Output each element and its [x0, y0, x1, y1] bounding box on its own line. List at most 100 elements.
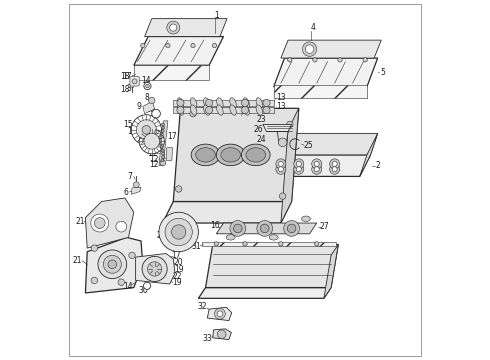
Circle shape — [218, 330, 226, 338]
Circle shape — [160, 146, 163, 149]
Text: 19: 19 — [174, 265, 183, 274]
Circle shape — [91, 245, 98, 251]
Polygon shape — [324, 244, 338, 298]
Polygon shape — [207, 307, 232, 320]
Bar — [202, 242, 337, 246]
Circle shape — [162, 123, 165, 126]
Circle shape — [296, 167, 301, 172]
Polygon shape — [145, 19, 227, 37]
Text: 26: 26 — [254, 125, 264, 134]
Ellipse shape — [226, 235, 235, 240]
Circle shape — [243, 242, 247, 246]
Text: 1: 1 — [243, 105, 247, 114]
Circle shape — [284, 221, 299, 236]
Circle shape — [170, 24, 177, 31]
Circle shape — [217, 311, 223, 317]
Circle shape — [276, 159, 286, 169]
Circle shape — [141, 43, 145, 48]
Polygon shape — [360, 134, 378, 176]
Text: 12: 12 — [149, 160, 159, 169]
Circle shape — [142, 126, 151, 134]
Polygon shape — [277, 132, 288, 144]
Text: 2: 2 — [375, 161, 380, 170]
Ellipse shape — [242, 144, 270, 166]
Polygon shape — [131, 187, 141, 194]
Text: 25: 25 — [303, 141, 313, 150]
Polygon shape — [281, 40, 381, 58]
Ellipse shape — [217, 98, 223, 108]
Circle shape — [287, 121, 293, 128]
Polygon shape — [85, 198, 134, 248]
Circle shape — [313, 58, 317, 62]
Circle shape — [139, 129, 164, 154]
Circle shape — [129, 252, 135, 258]
Circle shape — [338, 58, 342, 62]
Ellipse shape — [269, 235, 278, 240]
Polygon shape — [159, 121, 168, 166]
Text: 15: 15 — [127, 127, 137, 136]
Ellipse shape — [217, 105, 223, 115]
Circle shape — [160, 160, 166, 166]
Polygon shape — [270, 134, 378, 155]
Ellipse shape — [256, 98, 263, 108]
Polygon shape — [85, 237, 143, 293]
Circle shape — [191, 43, 195, 48]
Circle shape — [91, 214, 109, 232]
Circle shape — [260, 224, 269, 233]
Circle shape — [294, 164, 304, 174]
Circle shape — [263, 107, 270, 114]
Ellipse shape — [190, 98, 197, 108]
Ellipse shape — [230, 98, 236, 108]
Circle shape — [91, 277, 98, 284]
Circle shape — [108, 260, 117, 269]
Circle shape — [162, 126, 165, 129]
Polygon shape — [173, 108, 299, 202]
Circle shape — [314, 167, 319, 172]
Circle shape — [315, 242, 319, 246]
Circle shape — [144, 134, 160, 149]
Polygon shape — [259, 155, 370, 176]
Circle shape — [230, 221, 245, 236]
Text: 14: 14 — [142, 76, 151, 85]
Text: 4: 4 — [311, 23, 316, 32]
Circle shape — [159, 136, 162, 139]
Text: 21: 21 — [75, 217, 85, 226]
Circle shape — [279, 242, 283, 246]
Ellipse shape — [221, 148, 241, 162]
Ellipse shape — [203, 98, 210, 108]
Bar — [134, 65, 209, 80]
Circle shape — [212, 43, 217, 48]
Ellipse shape — [246, 148, 266, 162]
Text: 33: 33 — [203, 334, 213, 343]
Text: 17: 17 — [172, 251, 181, 260]
Polygon shape — [166, 148, 172, 160]
Ellipse shape — [191, 144, 220, 166]
Ellipse shape — [177, 105, 184, 115]
Text: 9: 9 — [137, 102, 142, 111]
Circle shape — [159, 139, 162, 142]
Circle shape — [133, 182, 139, 188]
Circle shape — [177, 99, 184, 107]
Circle shape — [287, 224, 296, 233]
Ellipse shape — [196, 148, 216, 162]
Ellipse shape — [177, 98, 184, 108]
Bar — [173, 107, 274, 113]
Text: 32: 32 — [198, 302, 207, 311]
Text: 22: 22 — [172, 272, 182, 281]
Text: 24: 24 — [256, 135, 266, 144]
Circle shape — [294, 159, 304, 169]
Polygon shape — [163, 202, 292, 223]
Circle shape — [363, 58, 368, 62]
Circle shape — [278, 161, 283, 166]
Circle shape — [144, 82, 151, 90]
Text: 18: 18 — [120, 72, 130, 81]
Text: 15: 15 — [123, 120, 133, 129]
Circle shape — [177, 107, 184, 114]
Ellipse shape — [243, 98, 249, 108]
Text: 17: 17 — [168, 132, 177, 141]
Circle shape — [131, 115, 161, 145]
Text: 23: 23 — [256, 114, 266, 123]
Text: 10: 10 — [146, 105, 155, 114]
Ellipse shape — [243, 105, 249, 115]
Circle shape — [332, 161, 337, 166]
